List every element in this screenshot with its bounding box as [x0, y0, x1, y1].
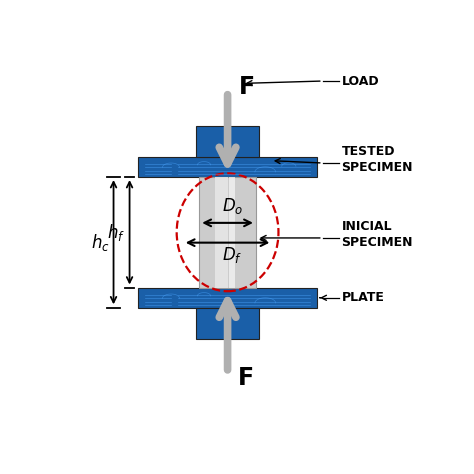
Text: $D_f$: $D_f$ [222, 245, 243, 264]
Text: INICIAL
SPECIMEN: INICIAL SPECIMEN [342, 219, 413, 249]
Bar [199, 177, 256, 288]
Bar [196, 308, 259, 339]
Bar [196, 126, 259, 157]
Bar [138, 288, 317, 308]
Text: F: F [238, 366, 254, 390]
Text: $D_o$: $D_o$ [222, 196, 243, 216]
Text: LOAD: LOAD [342, 74, 379, 88]
Text: F: F [239, 75, 255, 99]
Bar [215, 177, 228, 288]
Text: $h_f$: $h_f$ [107, 222, 126, 243]
Text: TESTED
SPECIMEN: TESTED SPECIMEN [342, 145, 413, 174]
Text: $h_c$: $h_c$ [91, 232, 110, 253]
Bar [138, 157, 317, 177]
Text: PLATE: PLATE [342, 292, 384, 304]
Bar [229, 177, 236, 288]
